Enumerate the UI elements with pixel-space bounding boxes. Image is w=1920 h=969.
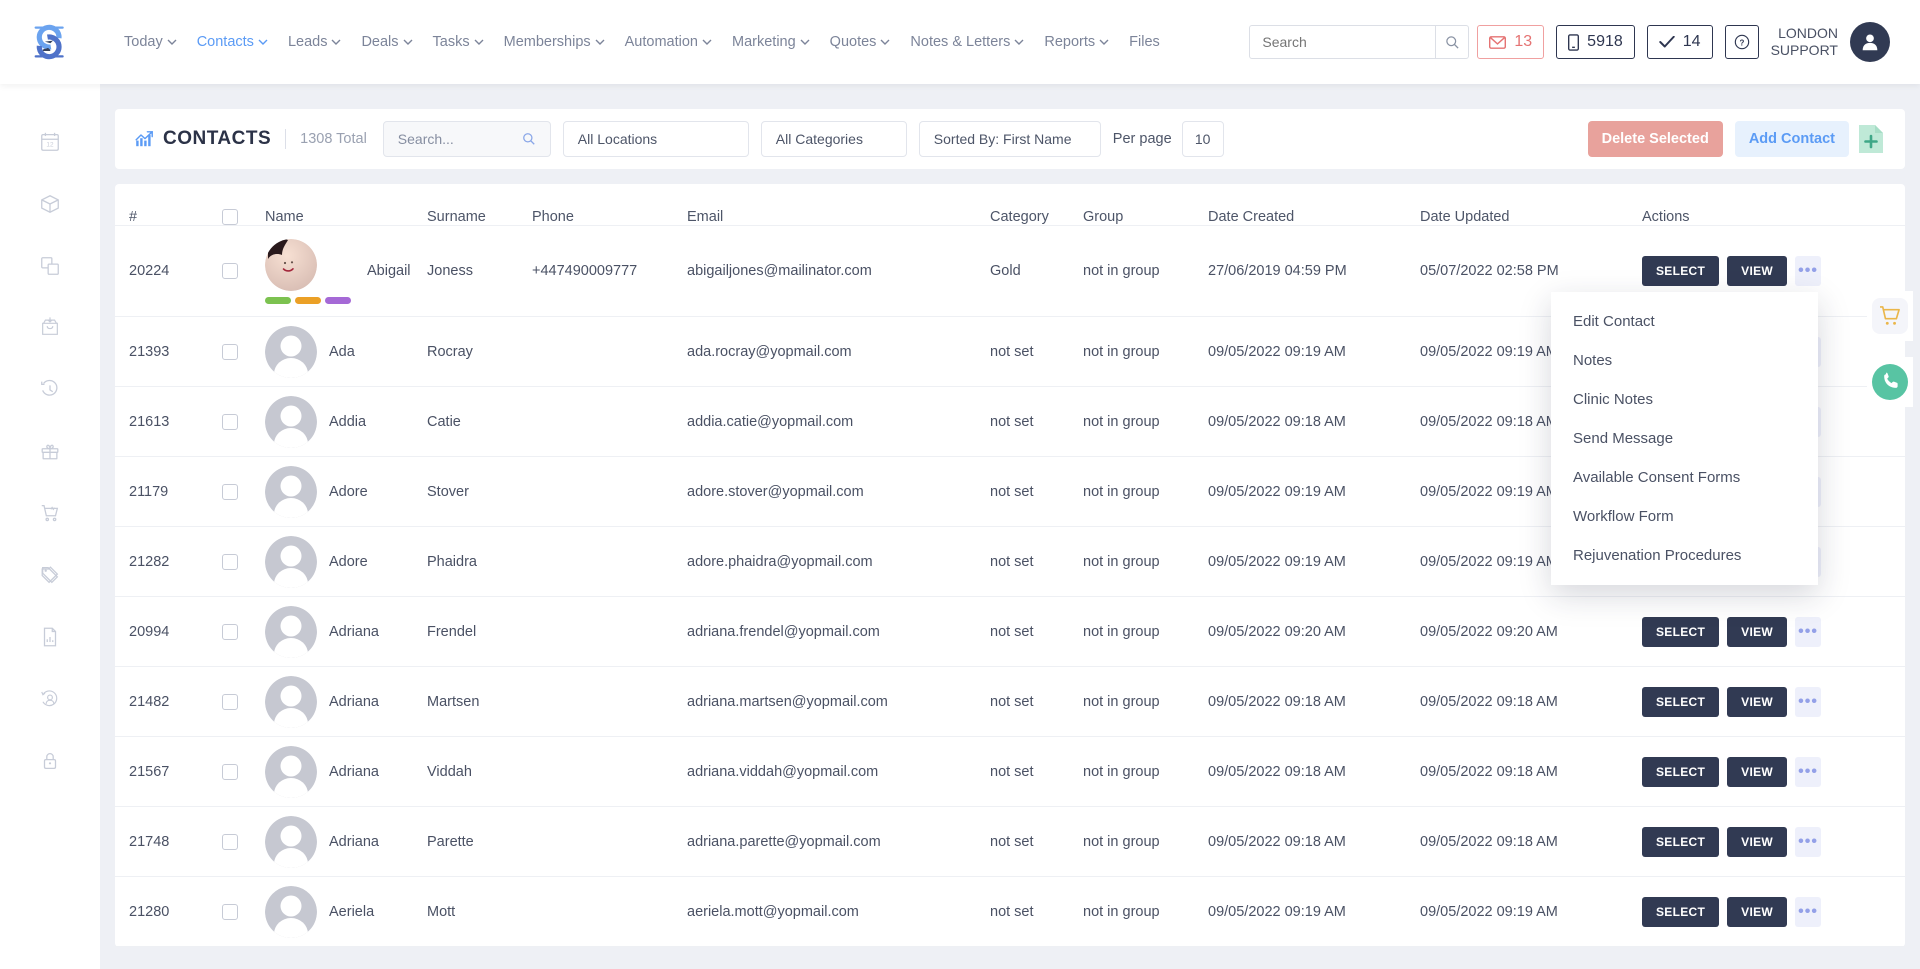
svg-text:?: ? [1739,38,1744,47]
svg-text:12: 12 [46,141,54,148]
